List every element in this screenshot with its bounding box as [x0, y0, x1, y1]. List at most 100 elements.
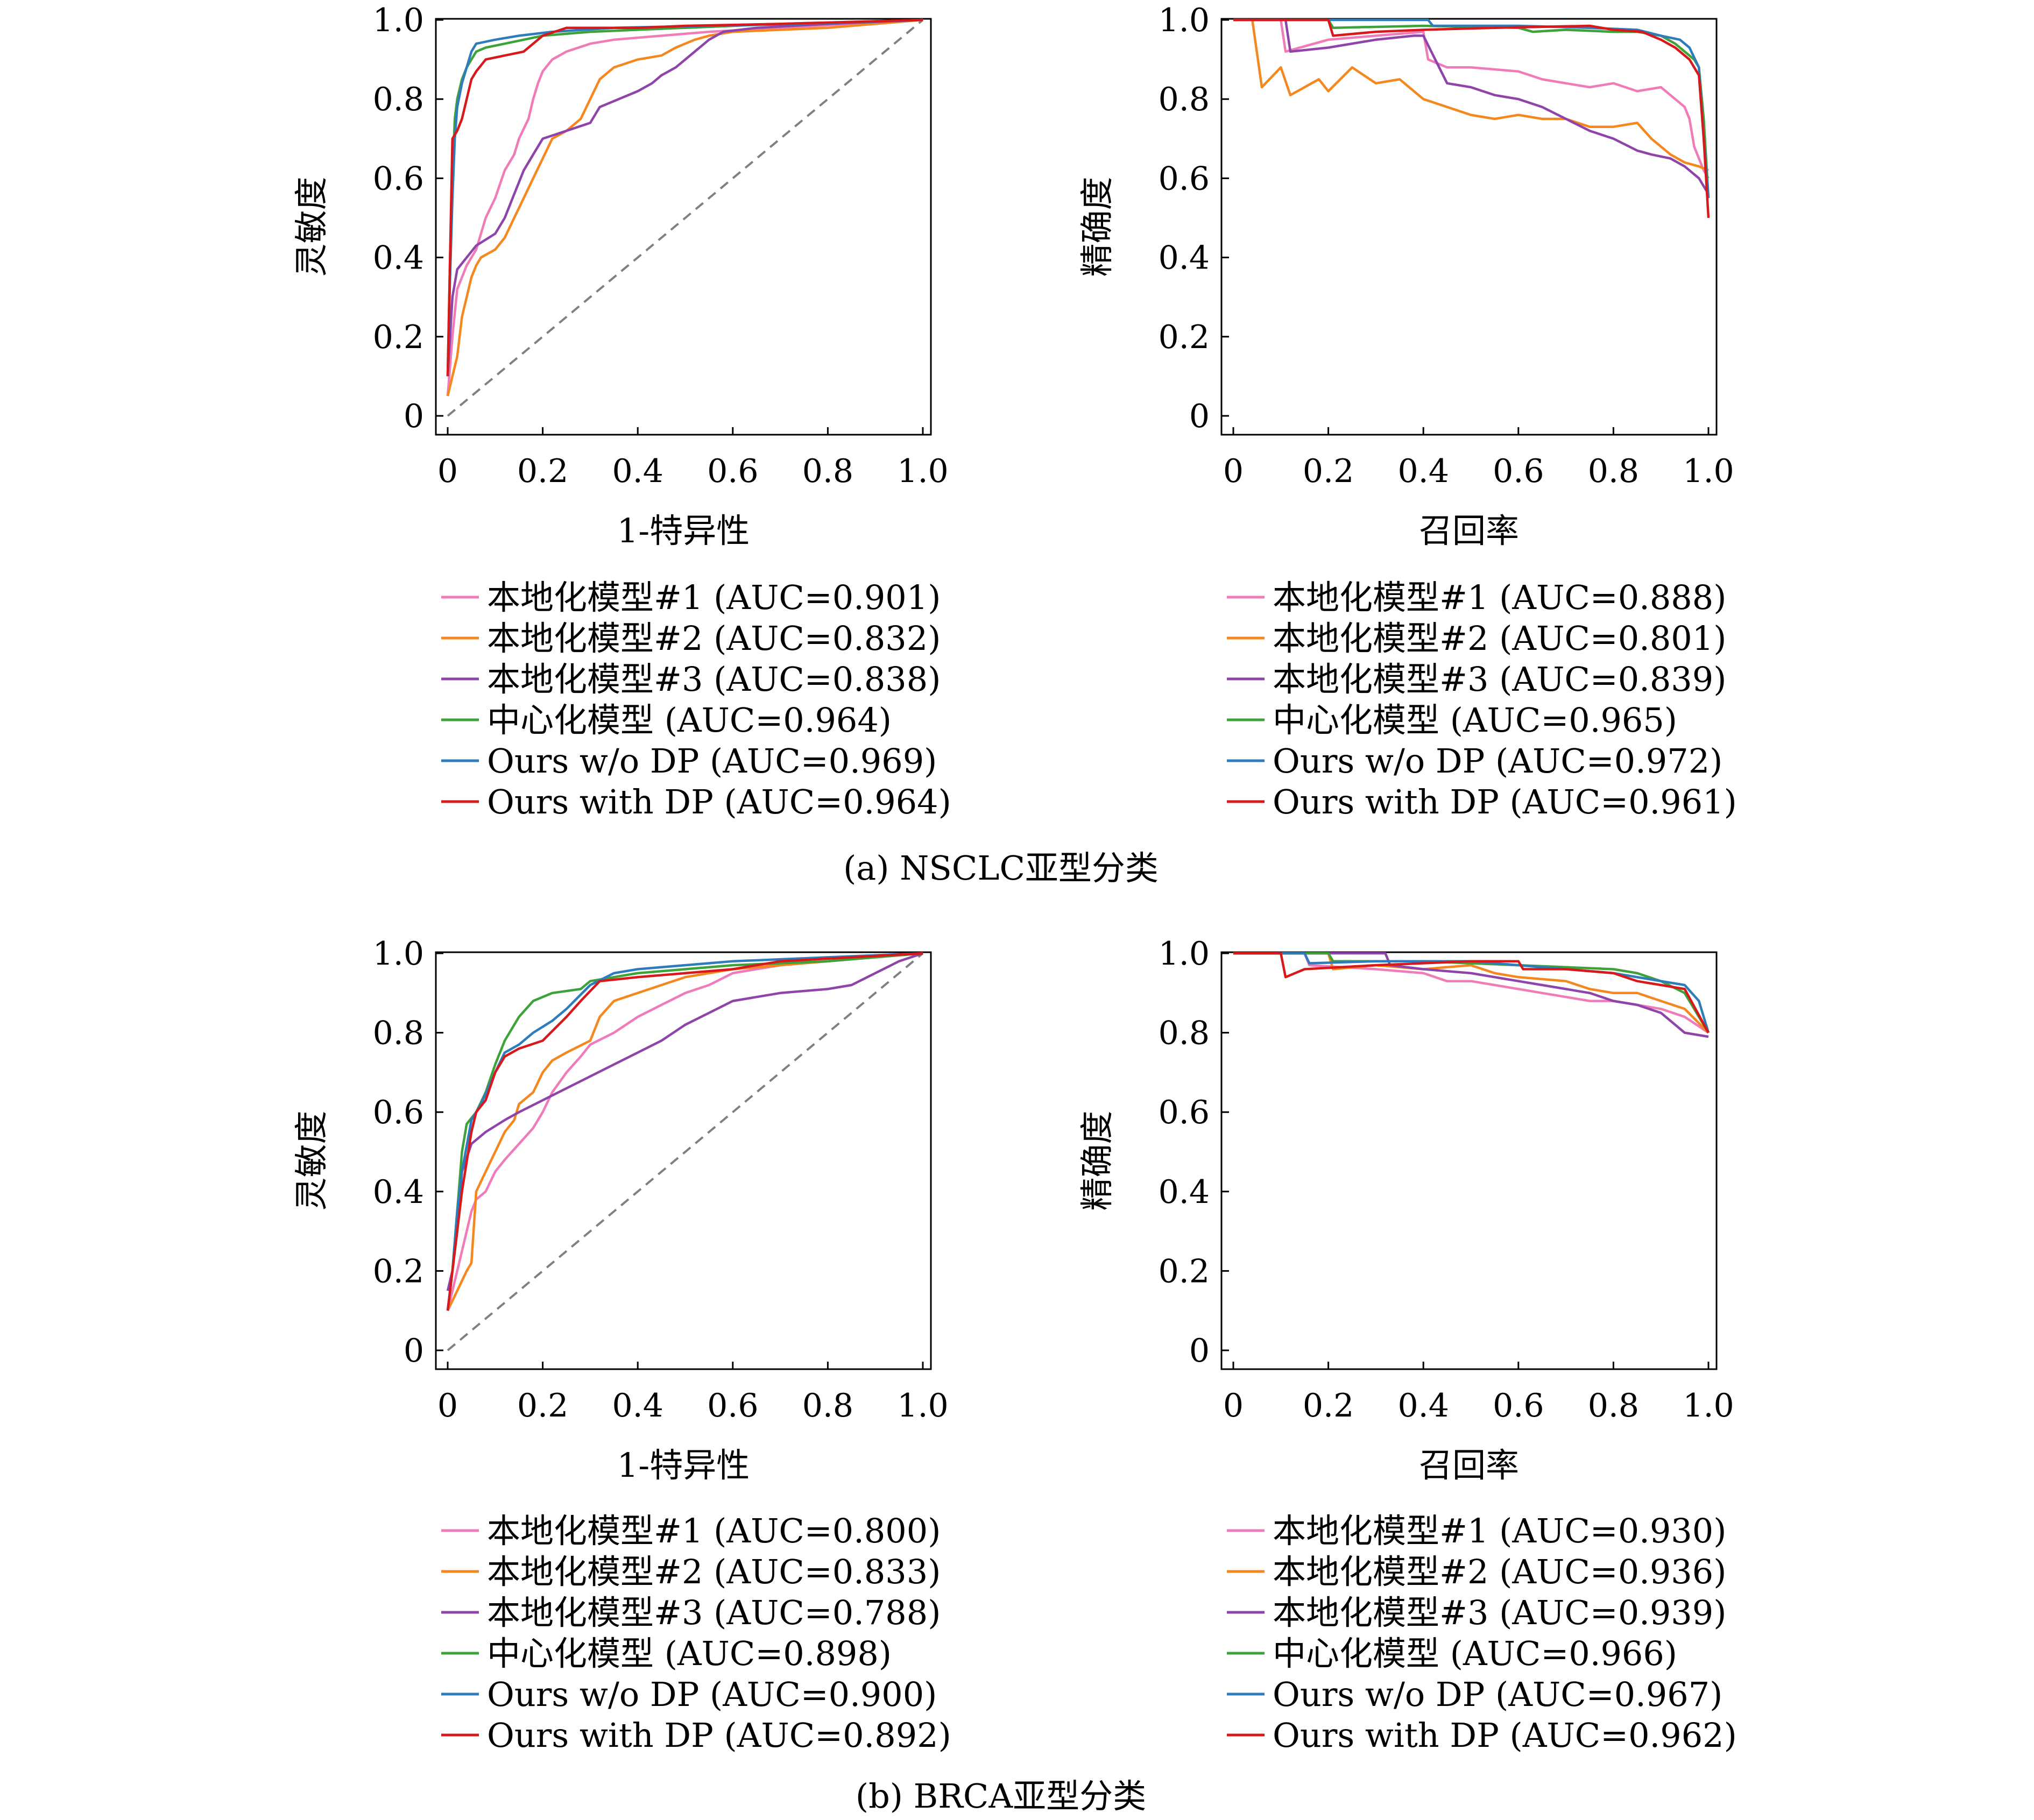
caption-a: (a) NSCLC亚型分类 — [843, 848, 1159, 888]
nsclc-pr-series-1-line — [1233, 18, 1710, 179]
nsclc-roc-series-1-line — [446, 18, 923, 396]
nsclc-pr-ytick-label: 0.8 — [1159, 81, 1210, 118]
brca-pr-legend-label-3: 本地化模型#3 (AUC=0.939) — [1273, 1593, 1726, 1632]
nsclc-roc-series-3-line — [446, 18, 923, 377]
nsclc-roc-legend-label-3: 本地化模型#3 (AUC=0.838) — [487, 660, 941, 699]
brca-pr-legend-label-2: 本地化模型#2 (AUC=0.936) — [1273, 1552, 1726, 1591]
brca-roc-legend-label-5: Ours w/o DP (AUC=0.900) — [487, 1675, 937, 1714]
brca-roc-series-4-line — [446, 952, 923, 1311]
brca-roc-ylabel: 灵敏度 — [292, 1110, 331, 1210]
brca-pr-xtick-label: 0.6 — [1493, 1387, 1544, 1425]
brca-pr-legend-label-1: 本地化模型#1 (AUC=0.930) — [1273, 1511, 1726, 1550]
nsclc-pr-ytick-label: 1.0 — [1159, 2, 1210, 39]
brca-roc-xlabel: 1-特异性 — [617, 1446, 750, 1485]
brca-pr-ytick-label: 1.0 — [1159, 935, 1210, 973]
nsclc-pr-xtick-label: 0.8 — [1588, 452, 1639, 490]
nsclc-pr-legend-label-3: 本地化模型#3 (AUC=0.839) — [1273, 660, 1726, 699]
nsclc-roc-xtick-label: 0.6 — [707, 452, 758, 490]
nsclc-pr-legend-label-2: 本地化模型#2 (AUC=0.801) — [1273, 619, 1726, 658]
nsclc-roc-series-4-line — [446, 18, 923, 377]
brca-roc-ytick-label: 0.6 — [373, 1094, 424, 1131]
nsclc-roc-ytick-label: 1.0 — [373, 2, 424, 39]
brca-pr-xlabel: 召回率 — [1419, 1446, 1519, 1485]
brca-pr-ytick-label: 0.2 — [1159, 1252, 1210, 1290]
brca-roc-frame — [435, 951, 932, 1370]
brca-roc-xtick-label: 0 — [437, 1387, 458, 1425]
nsclc-roc-ytick-label: 0.4 — [373, 239, 424, 277]
brca-roc-ytick-label: 0.2 — [373, 1252, 424, 1290]
brca-roc-panel: 0 0.2 0.4 0.6 0.8 1.0 0 0.2 0.4 0.6 0.8 1.0 1-特异性 灵敏度… — [292, 935, 951, 1755]
nsclc-roc-ytick-label: 0.8 — [373, 81, 424, 118]
nsclc-pr-xtick-label: 1.0 — [1683, 452, 1734, 490]
brca-pr-xtick-label: 0.4 — [1397, 1387, 1449, 1425]
brca-roc-series-6-line — [446, 952, 923, 1311]
brca-pr-legend-label-4: 中心化模型 (AUC=0.966) — [1273, 1634, 1677, 1673]
nsclc-pr-xtick-label: 0.4 — [1397, 452, 1449, 490]
brca-pr-ylabel: 精确度 — [1077, 1110, 1117, 1210]
nsclc-pr-legend-label-1: 本地化模型#1 (AUC=0.888) — [1273, 578, 1726, 617]
nsclc-roc-legend-label-4: 中心化模型 (AUC=0.964) — [487, 700, 892, 740]
brca-pr-series-3-line — [1233, 952, 1709, 1038]
nsclc-roc-xtick-label: 0.8 — [802, 452, 853, 490]
brca-roc-xtick-label: 0.6 — [707, 1387, 758, 1425]
nsclc-roc-ytick-label: 0.2 — [373, 318, 424, 356]
nsclc-roc-series-2-line — [446, 18, 923, 396]
nsclc-pr-ytick-label: 0.6 — [1159, 160, 1210, 197]
brca-roc-ytick-label: 0 — [404, 1332, 424, 1370]
nsclc-pr-ytick-label: 0.2 — [1159, 318, 1210, 356]
brca-roc-legend-label-2: 本地化模型#2 (AUC=0.833) — [487, 1552, 941, 1591]
nsclc-pr-series-6-line — [1233, 18, 1710, 218]
nsclc-roc-xtick-label: 0.2 — [517, 452, 568, 490]
brca-roc-chance-line — [447, 952, 924, 1351]
brca-roc-xtick-label: 0.8 — [802, 1387, 853, 1425]
brca-pr-series-2-line — [1233, 952, 1710, 1034]
nsclc-roc-xlabel: 1-特异性 — [617, 511, 750, 550]
nsclc-roc-legend-label-5: Ours w/o DP (AUC=0.969) — [487, 741, 937, 781]
brca-pr-ytick-label: 0.6 — [1159, 1094, 1210, 1131]
nsclc-roc-frame — [435, 18, 932, 436]
brca-roc-series-1-line — [446, 952, 923, 1311]
brca-pr-ytick-label: 0.4 — [1159, 1173, 1210, 1211]
brca-pr-legend-label-6: Ours with DP (AUC=0.962) — [1273, 1716, 1737, 1755]
nsclc-pr-panel: 0 0.2 0.4 0.6 0.8 1.0 0 0.2 0.4 0.6 0.8 1.0 召回率 精确度本地… — [1077, 2, 1737, 822]
brca-roc-xtick-label: 0.2 — [517, 1387, 568, 1425]
nsclc-pr-series-3-line — [1233, 18, 1710, 195]
brca-pr-ytick-label: 0.8 — [1159, 1015, 1210, 1052]
brca-roc-ytick-label: 0.4 — [373, 1173, 424, 1211]
nsclc-roc-xtick-label: 0.4 — [612, 452, 663, 490]
brca-pr-xtick-label: 0.8 — [1588, 1387, 1639, 1425]
nsclc-roc-series-6-line — [446, 18, 923, 377]
nsclc-pr-legend-label-5: Ours w/o DP (AUC=0.972) — [1273, 741, 1722, 781]
brca-roc-ytick-label: 0.8 — [373, 1015, 424, 1052]
nsclc-roc-legend-label-1: 本地化模型#1 (AUC=0.901) — [487, 578, 941, 617]
nsclc-pr-ytick-label: 0.4 — [1159, 239, 1210, 277]
nsclc-pr-xtick-label: 0.6 — [1493, 452, 1544, 490]
nsclc-pr-frame — [1220, 18, 1718, 436]
nsclc-pr-xtick-label: 0 — [1223, 452, 1244, 490]
nsclc-pr-series-2-line — [1233, 18, 1709, 172]
nsclc-pr-ytick-label: 0 — [1189, 398, 1210, 435]
nsclc-roc-ytick-label: 0 — [404, 398, 424, 435]
nsclc-roc-panel: 0 0.2 0.4 0.6 0.8 1.0 0 0.2 0.4 0.6 0.8 1.0 1-特异性 灵敏度… — [292, 2, 951, 822]
brca-pr-xtick-label: 0 — [1223, 1387, 1244, 1425]
brca-pr-xtick-label: 0.2 — [1303, 1387, 1354, 1425]
brca-roc-legend-label-3: 本地化模型#3 (AUC=0.788) — [487, 1593, 941, 1632]
brca-pr-xtick-label: 1.0 — [1683, 1387, 1734, 1425]
brca-roc-legend-label-1: 本地化模型#1 (AUC=0.800) — [487, 1511, 941, 1550]
caption-b: (b) BRCA亚型分类 — [856, 1776, 1146, 1816]
nsclc-roc-chance-line — [447, 19, 924, 417]
brca-roc-xtick-label: 1.0 — [897, 1387, 948, 1425]
brca-pr-frame — [1220, 951, 1718, 1370]
brca-pr-series-6-line — [1233, 952, 1710, 1033]
nsclc-roc-ytick-label: 0.6 — [373, 160, 424, 197]
brca-roc-series-5-line — [446, 952, 923, 1311]
brca-roc-legend-label-4: 中心化模型 (AUC=0.898) — [487, 1634, 892, 1673]
brca-roc-ytick-label: 1.0 — [373, 935, 424, 973]
nsclc-roc-xtick-label: 1.0 — [897, 452, 948, 490]
nsclc-roc-legend-label-6: Ours with DP (AUC=0.964) — [487, 782, 951, 822]
brca-roc-series-2-line — [446, 952, 923, 1312]
nsclc-pr-ylabel: 精确度 — [1077, 176, 1117, 277]
brca-roc-xtick-label: 0.4 — [612, 1387, 663, 1425]
brca-pr-ytick-label: 0 — [1189, 1332, 1210, 1370]
